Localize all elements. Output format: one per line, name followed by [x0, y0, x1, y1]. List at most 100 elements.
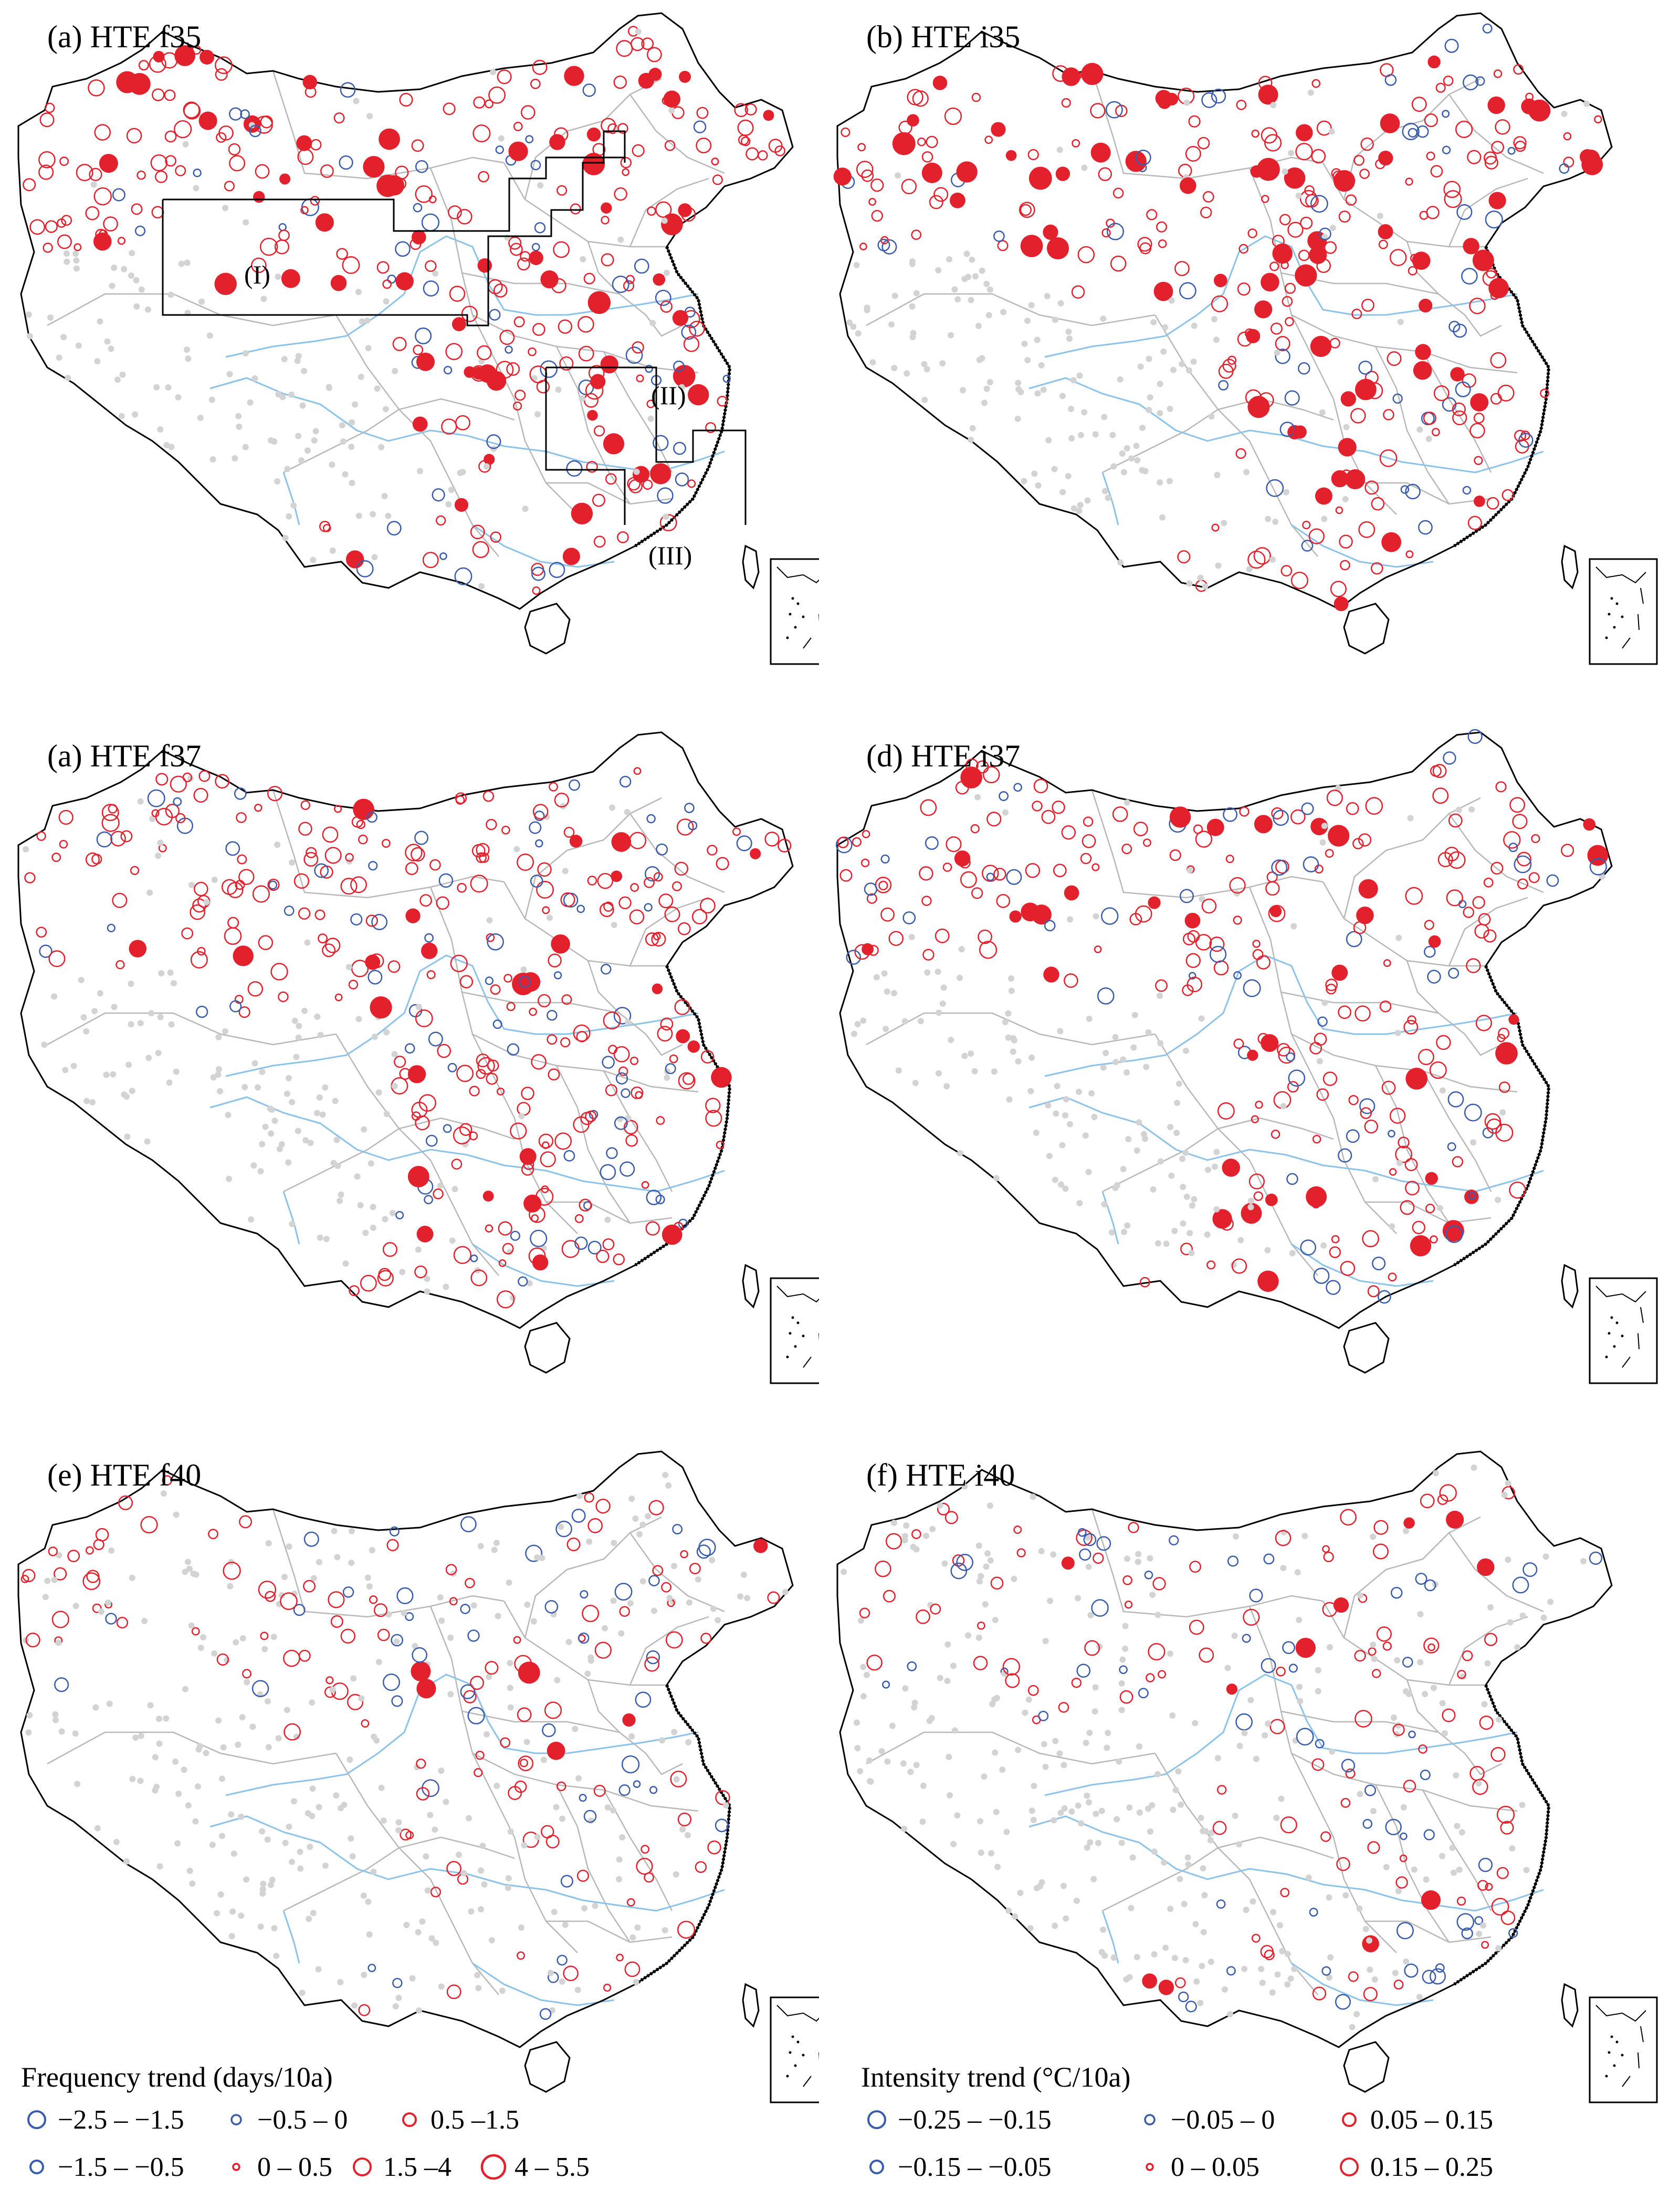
station-marker — [856, 161, 874, 178]
station-marker — [144, 1138, 151, 1145]
station-marker — [1424, 945, 1436, 958]
station-marker — [1237, 282, 1251, 296]
station-marker — [447, 1691, 454, 1698]
station-marker — [297, 1865, 304, 1872]
station-marker — [1006, 1096, 1013, 1103]
station-marker — [1018, 202, 1035, 218]
station-marker — [368, 1964, 376, 1972]
station-marker — [451, 1159, 463, 1170]
map-panel-e-f40: (e) HTE f40 — [0, 1438, 840, 2157]
station-marker — [1505, 1480, 1511, 1487]
station-marker — [1225, 855, 1234, 864]
station-marker — [157, 839, 164, 846]
station-marker — [977, 1621, 985, 1630]
station-marker — [392, 1977, 403, 1988]
station-marker — [412, 1643, 418, 1649]
station-marker — [926, 135, 938, 149]
station-marker — [76, 164, 93, 182]
station-marker — [1241, 1730, 1248, 1736]
station-marker — [259, 237, 278, 256]
station-marker — [44, 1577, 51, 1584]
station-marker — [85, 1546, 94, 1555]
station-marker — [514, 1655, 532, 1673]
station-marker — [1269, 1719, 1285, 1734]
station-marker — [682, 1073, 695, 1085]
station-marker — [415, 160, 428, 173]
station-marker — [648, 67, 662, 81]
station-marker — [857, 1768, 864, 1775]
station-marker — [358, 1695, 365, 1702]
station-marker — [854, 1021, 861, 1028]
station-marker — [481, 1881, 488, 1888]
station-marker — [285, 1159, 292, 1166]
station-marker — [1314, 1033, 1327, 1046]
station-marker — [875, 1560, 891, 1577]
station-marker — [553, 1804, 560, 1810]
station-marker — [1326, 1894, 1332, 1901]
station-marker — [111, 1004, 118, 1010]
station-marker — [965, 1632, 972, 1639]
station-marker — [1027, 1925, 1034, 1932]
station-marker — [108, 345, 114, 352]
station-marker — [410, 238, 422, 250]
station-marker — [405, 862, 418, 875]
station-marker — [1382, 1641, 1392, 1651]
station-marker — [677, 1812, 692, 1827]
station-marker — [1034, 336, 1041, 343]
station-marker — [880, 907, 895, 922]
station-marker — [1280, 1816, 1297, 1834]
station-marker — [506, 362, 520, 376]
station-marker — [486, 917, 493, 924]
station-marker — [1143, 1064, 1150, 1070]
station-marker — [696, 107, 709, 119]
station-marker — [218, 1833, 225, 1839]
station-marker — [1106, 223, 1125, 240]
station-marker — [1301, 1533, 1308, 1540]
station-marker — [1135, 1551, 1142, 1557]
station-marker — [357, 1202, 364, 1208]
station-marker — [1022, 1709, 1028, 1716]
station-marker — [175, 813, 186, 824]
station-marker — [1053, 864, 1067, 878]
station-marker — [1016, 1548, 1026, 1557]
station-marker — [218, 1775, 225, 1782]
province-boundary — [1217, 398, 1334, 421]
station-marker — [530, 1229, 548, 1247]
station-marker — [518, 1755, 534, 1772]
station-marker — [1379, 449, 1398, 467]
station-marker — [614, 1116, 628, 1130]
station-marker — [1405, 887, 1423, 905]
station-marker — [474, 1972, 481, 1978]
station-marker — [986, 872, 995, 881]
station-marker — [1060, 1882, 1067, 1889]
station-marker — [38, 151, 56, 169]
station-marker — [460, 1604, 470, 1614]
station-marker — [251, 257, 267, 273]
station-marker — [392, 336, 407, 351]
station-marker — [1061, 1556, 1075, 1570]
station-marker — [1118, 1680, 1125, 1687]
station-marker — [1027, 149, 1039, 161]
station-marker — [389, 1526, 400, 1536]
station-marker — [880, 236, 889, 245]
station-marker — [1137, 363, 1144, 370]
station-marker — [1093, 913, 1099, 920]
river — [209, 1096, 725, 1193]
province-boundary — [866, 1012, 1156, 1046]
station-marker — [215, 1066, 222, 1073]
station-marker — [1269, 1989, 1276, 1996]
station-marker — [993, 1808, 1000, 1815]
station-marker — [93, 1539, 104, 1551]
station-marker — [576, 1869, 590, 1882]
station-marker — [1084, 1844, 1090, 1851]
station-marker — [315, 1966, 322, 1973]
station-marker — [1522, 1562, 1538, 1577]
station-marker — [1277, 1043, 1290, 1057]
station-marker — [1041, 809, 1056, 824]
station-marker — [655, 1194, 665, 1205]
station-marker — [78, 977, 85, 984]
station-marker — [476, 843, 490, 857]
station-marker — [582, 1605, 600, 1623]
station-marker — [311, 437, 318, 444]
station-marker — [495, 1613, 501, 1619]
